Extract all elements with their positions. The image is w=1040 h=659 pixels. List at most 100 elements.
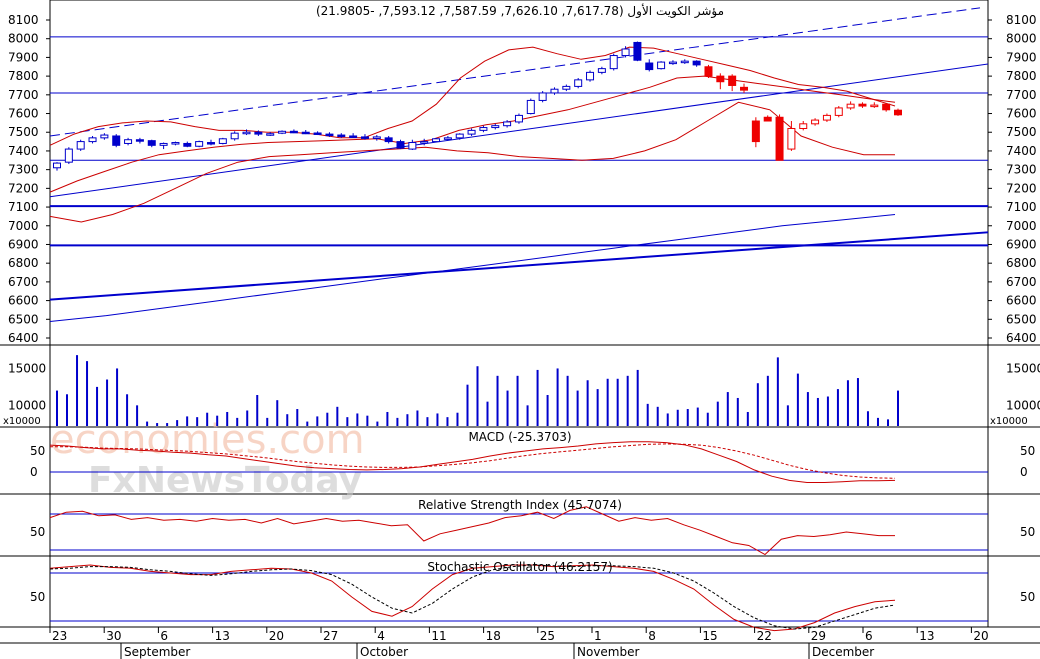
candle-body	[657, 61, 666, 70]
x-tick-label: 6	[160, 629, 168, 643]
price-tick-right: 7000	[1006, 219, 1037, 233]
price-tick-left: 7600	[8, 107, 39, 121]
volume-unit-right: x10000	[990, 416, 1028, 427]
x-tick-label: 15	[702, 629, 717, 643]
candle-body	[301, 131, 310, 135]
candle-body	[195, 141, 204, 147]
macd-signal-line	[50, 443, 896, 479]
candle-body	[76, 141, 85, 150]
candle-body	[562, 85, 571, 90]
candle-body	[420, 141, 429, 144]
x-tick-label: 11	[431, 629, 446, 643]
x-tick-label: 25	[540, 629, 555, 643]
candle-body	[455, 133, 464, 139]
price-tick-right: 7200	[1006, 181, 1037, 195]
chart-title: مؤشر الكويت الأول (7,617.78, 7,626.10, 7…	[316, 3, 724, 19]
price-tick-left: 7500	[8, 125, 39, 139]
x-tick-label: 23	[52, 629, 67, 643]
price-tick-right: 7400	[1006, 144, 1037, 158]
candle-body	[787, 127, 796, 150]
candle-body	[538, 92, 547, 101]
price-tick-right: 7700	[1006, 88, 1037, 102]
price-tick-left: 7700	[8, 88, 39, 102]
candle-body	[384, 137, 393, 143]
candle-body	[230, 132, 239, 140]
candle-body	[443, 137, 452, 140]
candle-body	[586, 71, 595, 81]
candle-body	[254, 131, 263, 135]
candle-body	[396, 141, 405, 149]
candle-body	[266, 133, 275, 136]
candle-body	[704, 66, 713, 77]
macd-title: MACD (-25.3703)	[468, 430, 571, 444]
rsi-tick-right: 50	[1020, 525, 1035, 539]
lower-trendline-thick	[49, 231, 989, 301]
candle-body	[645, 62, 654, 71]
candle-body	[360, 136, 369, 139]
candle-body	[763, 116, 772, 122]
volume-unit-left: x10000	[3, 416, 41, 427]
price-tick-left: 7400	[8, 144, 39, 158]
macd-tick-right: 50	[1020, 444, 1035, 458]
candle-body	[621, 48, 630, 57]
candle-body	[100, 134, 109, 139]
watermark-fxnewstoday: FxNewsToday	[88, 460, 362, 501]
candle-body	[811, 119, 820, 125]
price-tick-left: 7100	[8, 200, 39, 214]
candle-body	[408, 142, 417, 150]
candle-body	[112, 135, 121, 146]
candle-body	[597, 68, 606, 73]
price-tick-right: 8000	[1006, 32, 1037, 46]
x-tick-label: 20	[269, 629, 284, 643]
price-tick-left: 6900	[8, 237, 39, 251]
candle-body	[491, 125, 500, 129]
macd-tick-left: 0	[30, 465, 38, 479]
price-tick-left: 6700	[8, 275, 39, 289]
price-tick-left: 7000	[8, 219, 39, 233]
stochastic-title: Stochastic Oscillator (46.2157)	[427, 560, 612, 574]
stoch-tick-right: 50	[1020, 590, 1035, 604]
price-tick-left: 6400	[8, 331, 39, 345]
macd-tick-left: 50	[30, 444, 45, 458]
candle-body	[432, 138, 441, 143]
candle-body	[503, 121, 512, 127]
candle-body	[479, 127, 488, 131]
upper-trendline-dashed	[49, 7, 981, 137]
candle-body	[313, 132, 322, 135]
candle-body	[349, 135, 358, 138]
candle-body	[609, 55, 618, 70]
price-tick-left: 8000	[8, 32, 39, 46]
volume-tick-right: 10000	[1006, 398, 1040, 412]
candle-body	[159, 142, 168, 146]
candle-body	[514, 114, 523, 123]
x-tick-label: 30	[106, 629, 121, 643]
candle-body	[870, 104, 879, 108]
x-tick-label: 8	[648, 629, 656, 643]
candle-body	[633, 41, 642, 61]
volume-tick-left: 15000	[8, 361, 46, 375]
stoch-tick-left: 50	[30, 590, 45, 604]
candle-body	[124, 139, 133, 144]
price-tick-left: 6600	[8, 294, 39, 308]
candle-body	[135, 139, 144, 142]
candle-body	[574, 79, 583, 87]
candle-body	[526, 99, 535, 115]
x-tick-label: 4	[377, 629, 385, 643]
candle-body	[53, 162, 61, 169]
candle-body	[183, 142, 192, 147]
candle-body	[716, 75, 725, 83]
candle-body	[846, 103, 855, 109]
panel-price-frame	[49, 0, 989, 346]
month-label: December	[812, 645, 874, 659]
price-tick-right: 7500	[1006, 125, 1037, 139]
rsi-tick-left: 50	[30, 525, 45, 539]
x-tick-label: 6	[865, 629, 873, 643]
x-tick-label: 18	[486, 629, 501, 643]
candle-body	[799, 123, 808, 129]
price-tick-right: 8100	[1006, 13, 1037, 27]
candle-body	[88, 137, 97, 143]
month-label: November	[577, 645, 639, 659]
candle-body	[728, 75, 737, 86]
price-tick-left: 7300	[8, 163, 39, 177]
